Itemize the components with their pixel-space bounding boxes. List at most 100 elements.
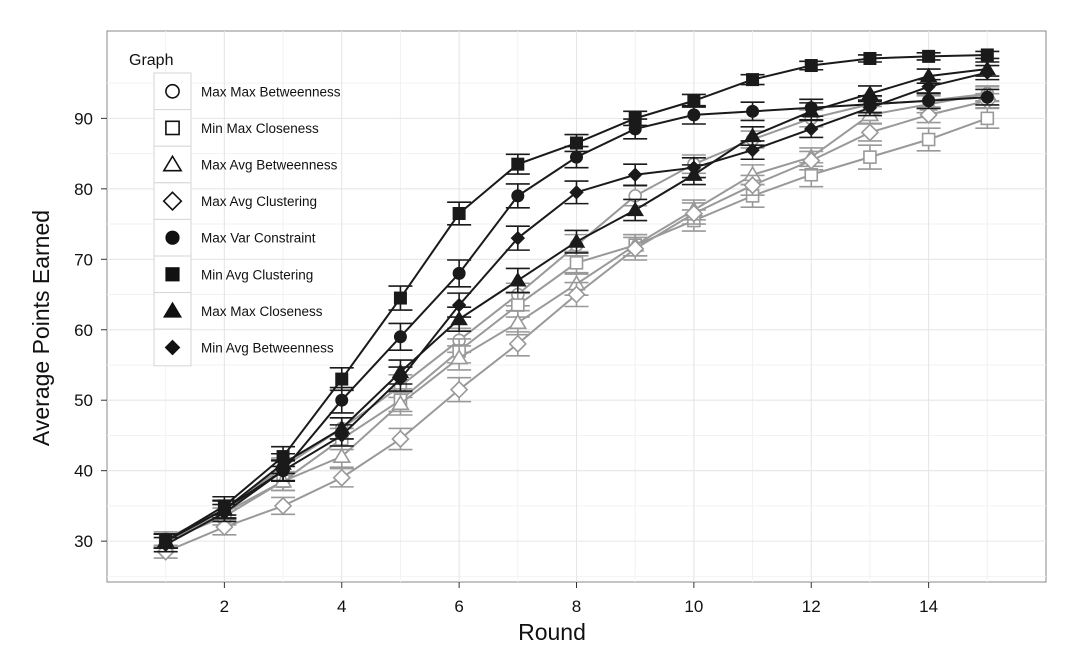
data-point: [450, 310, 468, 326]
data-point: [687, 94, 701, 108]
series-layer: [153, 48, 1000, 561]
data-point: [510, 230, 526, 246]
y-tick-label: 60: [74, 321, 93, 340]
data-point: [449, 348, 469, 365]
y-tick-label: 40: [74, 462, 93, 481]
data-point: [980, 111, 995, 126]
legend-label: Min Avg Betweenness: [201, 341, 334, 356]
data-point: [686, 160, 702, 175]
data-point: [334, 428, 349, 443]
legend-marker: [164, 339, 181, 356]
data-point: [921, 79, 936, 94]
data-point: [217, 505, 232, 521]
data-point: [980, 65, 995, 80]
data-point: [863, 51, 877, 65]
data-point: [508, 334, 527, 353]
legend-item: Max Var Constraint: [153, 218, 316, 257]
data-point: [393, 330, 407, 344]
data-point: [804, 121, 819, 137]
data-point: [332, 447, 352, 464]
data-point: [570, 136, 583, 150]
data-point: [802, 151, 821, 170]
axes: 2 4 6 8 10 12 14 30 40 50 60 70 80 90: [74, 109, 938, 616]
legend-item: Max Avg Betweenness: [153, 145, 338, 184]
data-point: [451, 297, 467, 313]
legend-item: Min Avg Clustering: [153, 255, 313, 294]
legend-item: Max Avg Clustering: [153, 182, 317, 220]
data-point: [627, 167, 643, 182]
data-point: [569, 256, 584, 270]
data-point: [980, 90, 994, 104]
y-tick-label: 30: [74, 532, 93, 551]
legend-item: Max Max Closeness: [153, 292, 323, 330]
data-point: [922, 49, 936, 63]
data-point: [746, 104, 760, 118]
data-point: [452, 266, 466, 280]
data-point: [626, 239, 645, 258]
legend-label: Min Avg Clustering: [201, 267, 313, 282]
data-point: [393, 371, 408, 387]
legend-label: Min Max Closeness: [201, 121, 319, 136]
data-point: [567, 285, 586, 304]
legend-label: Max Avg Betweenness: [201, 158, 338, 173]
legend-marker: [165, 83, 180, 99]
data-point: [687, 108, 701, 122]
x-tick-label: 10: [684, 597, 703, 616]
data-point: [452, 206, 466, 220]
legend-item: Min Avg Betweenness: [153, 328, 334, 367]
y-axis-title: Average Points Earned: [28, 210, 54, 446]
x-tick-label: 8: [572, 597, 581, 616]
data-point: [922, 94, 936, 108]
legend-label: Max Var Constraint: [201, 231, 316, 246]
series-min-avg-clustering: [153, 48, 1000, 549]
data-point: [804, 59, 818, 73]
legend-marker: [165, 120, 180, 136]
x-tick-label: 14: [919, 597, 938, 616]
y-tick-label: 50: [74, 391, 93, 410]
data-point: [449, 380, 469, 399]
legend: Graph Max Max Betweenness Min Max Closene…: [129, 52, 341, 367]
legend-marker: [162, 301, 183, 318]
data-point: [746, 73, 760, 87]
legend-marker: [165, 230, 180, 245]
legend-label: Max Avg Clustering: [201, 194, 317, 209]
legend-label: Max Max Closeness: [201, 304, 323, 319]
data-point: [980, 48, 994, 62]
x-axis-title: Round: [518, 619, 586, 645]
legend-item: Min Max Closeness: [153, 109, 319, 147]
y-tick-label: 90: [74, 109, 93, 128]
data-point: [332, 468, 351, 487]
data-point: [570, 150, 583, 164]
legend-marker: [162, 154, 183, 172]
data-point: [860, 123, 880, 142]
data-point: [275, 463, 291, 478]
data-point: [511, 157, 525, 171]
legend-title: Graph: [129, 52, 173, 69]
x-tick-label: 4: [337, 597, 346, 616]
data-point: [628, 111, 642, 125]
y-tick-label: 70: [74, 250, 93, 269]
data-point: [919, 105, 938, 124]
data-point: [391, 429, 410, 449]
data-point: [509, 271, 527, 287]
series-min-avg-betweenness: [153, 64, 1000, 553]
data-point: [511, 189, 525, 203]
data-point: [921, 132, 936, 147]
x-tick-label: 12: [802, 597, 821, 616]
legend-item: Max Max Betweenness: [153, 72, 341, 111]
data-point: [862, 100, 878, 116]
legend-marker: [165, 267, 180, 282]
data-point: [158, 537, 173, 552]
data-point: [684, 204, 704, 223]
data-point: [391, 394, 410, 411]
data-point: [508, 313, 528, 330]
data-point: [567, 233, 586, 248]
data-point: [335, 372, 349, 386]
legend-label: Max Max Betweenness: [201, 84, 341, 99]
data-point: [335, 393, 349, 407]
data-point: [863, 150, 877, 164]
data-point: [745, 142, 760, 158]
y-tick-label: 80: [74, 180, 93, 199]
